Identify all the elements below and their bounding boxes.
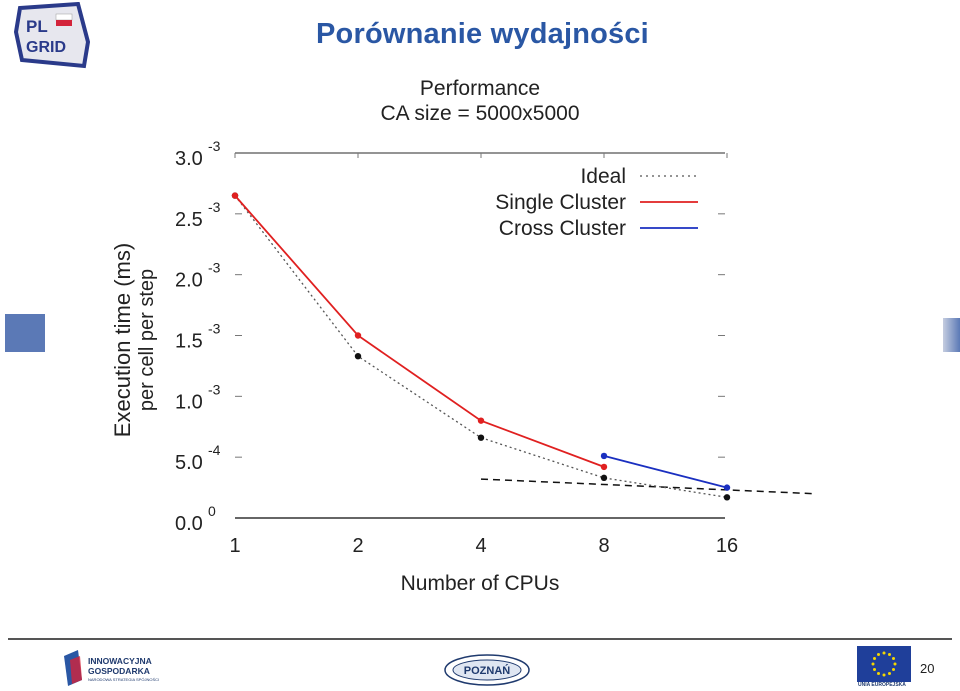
eu-star-icon xyxy=(892,657,895,660)
eu-star-icon xyxy=(877,653,880,656)
y-tick-exponent: -3 xyxy=(208,321,221,337)
data-point-single-cluster xyxy=(600,463,608,471)
legend-label: Cross Cluster xyxy=(499,217,626,240)
footer-right-text: UNIA EUROPEJSKA xyxy=(858,682,906,688)
x-axis-label: Number of CPUs xyxy=(401,572,560,595)
y-axis-label-line2: per cell per step xyxy=(136,269,158,411)
legend-label: Ideal xyxy=(580,165,626,188)
y-tick-exponent: -3 xyxy=(208,199,221,215)
data-point-single-cluster xyxy=(231,192,239,199)
innowacyjna-gospodarka-logo xyxy=(64,650,82,686)
y-tick-exponent: 0 xyxy=(208,503,216,519)
series-line-single-cluster xyxy=(234,195,605,468)
eu-star-icon xyxy=(882,673,886,677)
y-tick-label: 0.0 xyxy=(175,513,203,535)
trend-line xyxy=(480,478,814,495)
eu-star-icon xyxy=(877,672,880,675)
x-tick-label: 16 xyxy=(716,535,738,557)
data-point-single-cluster xyxy=(354,332,362,339)
data-point-ideal xyxy=(477,434,485,441)
y-tick-exponent: -3 xyxy=(208,138,221,154)
y-tick-label: 2.0 xyxy=(175,270,203,292)
x-tick-label: 8 xyxy=(598,535,609,557)
eu-star-icon xyxy=(892,668,895,671)
y-tick-label: 3.0 xyxy=(175,148,203,170)
series-line-cross-cluster xyxy=(603,455,728,489)
footer-divider xyxy=(8,638,952,640)
y-tick-label: 1.5 xyxy=(175,331,203,353)
decorative-square-left xyxy=(5,314,45,352)
chart-subtitle: CA size = 5000x5000 xyxy=(380,102,580,125)
page-number: 20 xyxy=(920,661,935,676)
eu-star-icon xyxy=(873,668,876,671)
data-point-single-cluster xyxy=(477,417,485,424)
y-axis-label: Execution time (ms) xyxy=(110,243,135,437)
legend-label: Single Cluster xyxy=(495,191,626,214)
eu-star-icon xyxy=(873,657,876,660)
series-line-ideal xyxy=(234,195,728,498)
svg-text:GRID: GRID xyxy=(26,39,66,56)
x-tick-label: 2 xyxy=(352,535,363,557)
svg-text:PL: PL xyxy=(26,17,48,36)
poznan-logo: POZNAŃ xyxy=(444,654,530,686)
footer-left-subtext: NARODOWA STRATEGIA SPÓJNOŚCI xyxy=(88,677,160,682)
decorative-square-right xyxy=(943,318,960,352)
x-tick-label: 1 xyxy=(229,535,240,557)
eu-star-icon xyxy=(888,672,891,675)
y-tick-label: 1.0 xyxy=(175,391,203,413)
y-tick-label: 5.0 xyxy=(175,452,203,474)
chart-title: Performance xyxy=(419,77,541,100)
y-tick-exponent: -4 xyxy=(208,442,221,458)
eu-flag-icon xyxy=(857,646,911,682)
data-point-ideal xyxy=(600,474,608,482)
data-point-ideal xyxy=(354,352,362,360)
slide-title: Porównanie wydajności xyxy=(316,18,649,50)
eu-star-icon xyxy=(871,662,875,666)
plgrid-logo: PL GRID xyxy=(13,2,91,69)
data-point-cross-cluster xyxy=(600,452,608,460)
x-tick-label: 4 xyxy=(475,535,486,557)
performance-chart: 3.0 -3 2.5 -3 2.0 -3 1.5 -3 1.0 -3 5.0 -4 0.0 01 2 4 8 16… xyxy=(110,138,814,595)
eu-star-icon xyxy=(893,662,897,666)
y-tick-exponent: -3 xyxy=(208,260,221,276)
data-point-ideal xyxy=(723,494,731,501)
y-tick-label: 2.5 xyxy=(175,209,203,231)
data-point-cross-cluster xyxy=(723,484,731,491)
eu-star-icon xyxy=(888,653,891,656)
footer-left-text: INNOWACYJNA GOSPODARKA xyxy=(88,656,152,676)
y-tick-exponent: -3 xyxy=(208,381,221,397)
svg-text:POZNAŃ: POZNAŃ xyxy=(464,664,511,677)
eu-star-icon xyxy=(882,651,886,655)
